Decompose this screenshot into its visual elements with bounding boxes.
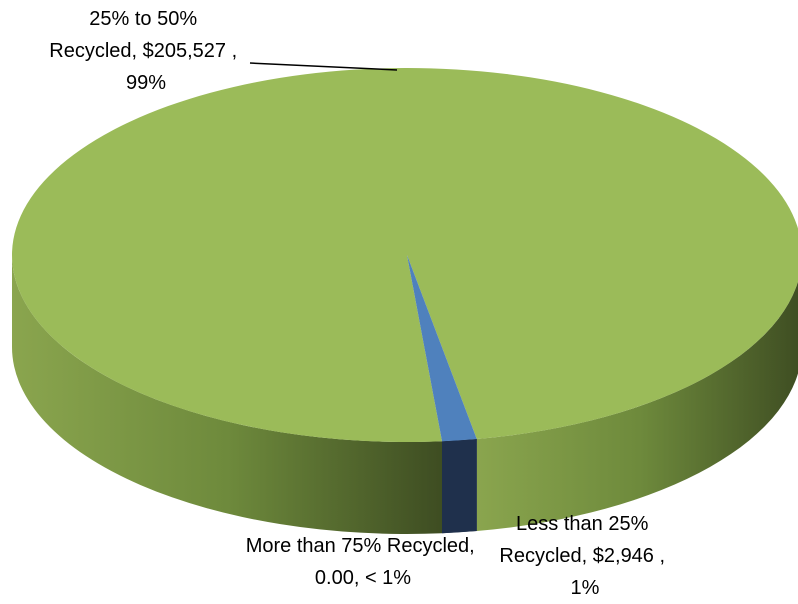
pie-sides bbox=[12, 255, 798, 534]
pie-side-front-less-than-25 bbox=[442, 439, 477, 534]
pie-side-25-to-50-recycled bbox=[12, 255, 443, 534]
pie-slice-less-than-25-recycled bbox=[407, 255, 477, 442]
slice-label-25-to-50-line-3: 99% bbox=[126, 72, 166, 94]
slice-label-less-than-25-line-3: 1% bbox=[571, 577, 600, 599]
pie-labels: 25% to 50% Recycled, $205,527 , 99% Less… bbox=[49, 8, 670, 599]
slice-label-less-than-25: Less than 25% Recycled, $2,946 , 1% bbox=[499, 513, 670, 599]
leader-line-25-to-50 bbox=[249, 62, 398, 71]
pie-tops bbox=[12, 68, 798, 442]
slice-label-more-than-75-line-1: More than 75% Recycled, bbox=[246, 535, 475, 557]
slice-label-25-to-50-line-1: 25% to 50% bbox=[89, 8, 197, 30]
slice-label-less-than-25-line-2: Recycled, $2,946 , bbox=[499, 545, 665, 567]
slice-label-more-than-75-line-2: 0.00, < 1% bbox=[315, 567, 411, 589]
pie-side-25-to-50-recycled bbox=[476, 281, 798, 532]
slice-label-more-than-75: More than 75% Recycled, 0.00, < 1% bbox=[246, 535, 481, 589]
slice-label-25-to-50: 25% to 50% Recycled, $205,527 , 99% bbox=[49, 8, 242, 94]
slice-label-25-to-50-line-2: Recycled, $205,527 , bbox=[49, 40, 237, 62]
slice-label-less-than-25-line-1: Less than 25% bbox=[516, 513, 649, 535]
pie-slice-25-to-50-recycled bbox=[12, 68, 798, 442]
